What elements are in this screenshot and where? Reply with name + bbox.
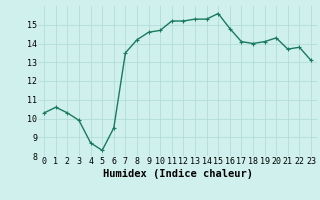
X-axis label: Humidex (Indice chaleur): Humidex (Indice chaleur) — [103, 169, 252, 179]
